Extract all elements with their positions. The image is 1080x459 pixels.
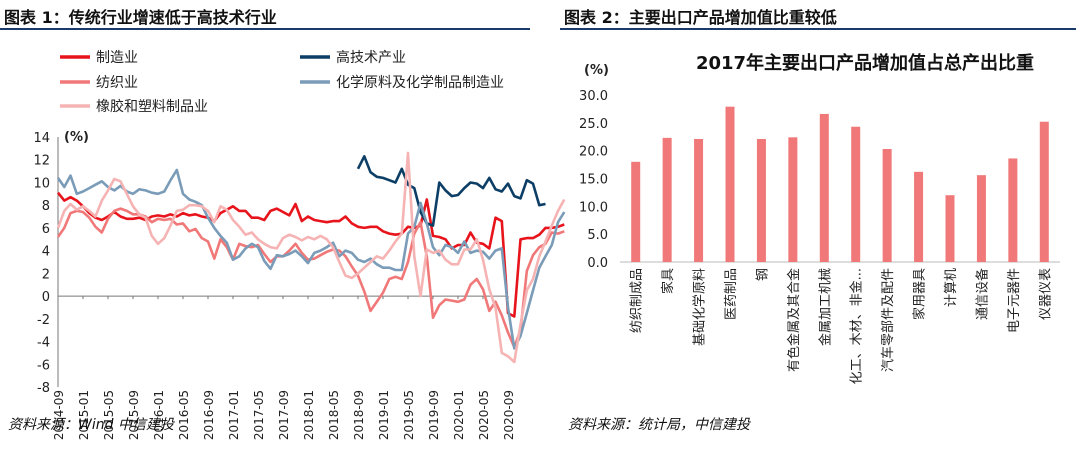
y-tick-label: 4 [42, 245, 50, 260]
bar-chart-title: 2017年主要出口产品增加值占总产出比重 [696, 52, 1034, 74]
bar [788, 137, 798, 262]
x-category-label: 钢 [755, 268, 770, 281]
y-tick-label: -8 [37, 381, 50, 396]
legend-label: 化学原料及化学制品制造业 [336, 75, 504, 91]
x-tick-label: 2015-01 [77, 390, 91, 440]
x-category-label: 医药制品 [724, 268, 739, 320]
series-line [56, 151, 566, 364]
x-tick-label: 2018-05 [327, 390, 341, 440]
x-tick-label: 2014-09 [52, 390, 66, 440]
bar [662, 137, 672, 262]
y-tick-label: 12 [33, 154, 50, 169]
bar [725, 106, 735, 262]
x-category-label: 有色金属及其合金 [786, 268, 802, 372]
x-category-label: 电子元器件 [1007, 268, 1022, 333]
x-category-label: 化工、木材、非金... [849, 268, 865, 384]
figure-1-title: 图表 1：传统行业增速低于高技术行业 [4, 8, 277, 27]
x-tick-label: 2019-01 [377, 390, 391, 440]
x-tick-label: 2016-09 [202, 390, 216, 440]
legend-label: 橡胶和塑料制品业 [96, 98, 208, 115]
x-tick-label: 2016-01 [152, 390, 166, 440]
x-tick-label: 2017-01 [227, 390, 241, 440]
bar [945, 195, 955, 262]
series-line [56, 191, 565, 318]
figure-2-source: 资料来源：统计局，中信建投 [568, 417, 750, 433]
x-category-label: 家具 [660, 268, 676, 294]
legend-label: 纺织业 [96, 75, 138, 91]
x-tick-label: 2018-01 [302, 390, 316, 440]
y-tick-label: 30.0 [579, 89, 608, 104]
x-tick-label: 2017-09 [277, 390, 291, 440]
bar [882, 148, 892, 262]
y-tick-label: -4 [37, 336, 50, 351]
x-category-label: 通信设备 [974, 268, 990, 320]
y-axis-unit: (%) [64, 130, 89, 145]
series-line [56, 207, 565, 349]
bar [1008, 158, 1018, 262]
bar [694, 138, 704, 262]
bar [914, 171, 924, 262]
bar [631, 161, 641, 262]
figure-1-source: 资料来源：Wind 中信建投 [8, 417, 174, 433]
y-tick-label: -6 [37, 358, 50, 373]
y-tick-label: 15.0 [579, 173, 608, 188]
figure-2-title: 图表 2：主要出口产品增加值比重较低 [564, 8, 837, 27]
series-line [356, 155, 546, 227]
x-tick-label: 2015-05 [102, 390, 116, 440]
x-tick-label: 2016-05 [177, 390, 191, 440]
legend-label: 制造业 [96, 50, 138, 66]
legend-label: 高技术产业 [336, 49, 406, 66]
x-tick-label: 2020-01 [452, 390, 466, 440]
x-tick-label: 2015-09 [127, 390, 141, 440]
y-tick-label: 8 [42, 199, 50, 214]
line-chart-panel: 图表 1：传统行业增速低于高技术行业 制造业 高技术产业纺织业 化学原料及化学制品制… [0, 8, 566, 440]
y-tick-label: 10 [33, 176, 50, 191]
bar [819, 113, 829, 262]
y-tick-label: -2 [37, 313, 50, 328]
x-tick-label: 2020-05 [477, 390, 491, 440]
x-category-label: 汽车零部件及配件 [880, 268, 896, 372]
x-category-label: 纺织制成品 [630, 268, 645, 333]
y-tick-label: 25.0 [579, 117, 608, 132]
y-tick-label: 2 [42, 267, 50, 282]
y-tick-label: 5.0 [587, 228, 608, 243]
x-tick-label: 2020-09 [502, 390, 516, 440]
figure-1-rule [0, 28, 530, 30]
bar-chart-panel: 图表 2：主要出口产品增加值比重较低 2017年主要出口产品增加值占总产出比重 (… [560, 0, 1080, 459]
x-category-label: 金属加工机械 [817, 268, 833, 346]
y-tick-label: 14 [33, 131, 50, 146]
bar-chart: 2017年主要出口产品增加值占总产出比重 (%) 0.0 5.0 10.0 15.0 20.… [579, 52, 1060, 384]
x-tick-label: 2017-05 [252, 390, 266, 440]
bar [976, 175, 986, 262]
y-tick-label: 6 [42, 222, 50, 237]
bar [756, 138, 766, 262]
figure-2-rule [560, 28, 1076, 30]
x-category-label: 仪器仪表 [1038, 268, 1053, 320]
y-tick-label: 0 [42, 290, 50, 305]
x-tick-label: 2019-05 [402, 390, 416, 440]
x-tick-label: 2018-09 [352, 390, 366, 440]
bar [1039, 121, 1049, 262]
bar [851, 126, 861, 262]
y-tick-label: 10.0 [579, 200, 608, 215]
y-axis-unit: (%) [584, 63, 609, 78]
y-tick-label: 20.0 [579, 145, 608, 160]
x-category-label: 基础化学原料 [692, 268, 708, 346]
series-line [56, 168, 566, 350]
x-category-label: 家用器具 [912, 268, 928, 320]
y-tick-label: 0.0 [587, 256, 608, 271]
x-category-label: 计算机 [944, 268, 959, 307]
x-tick-label: 2019-09 [427, 390, 441, 440]
